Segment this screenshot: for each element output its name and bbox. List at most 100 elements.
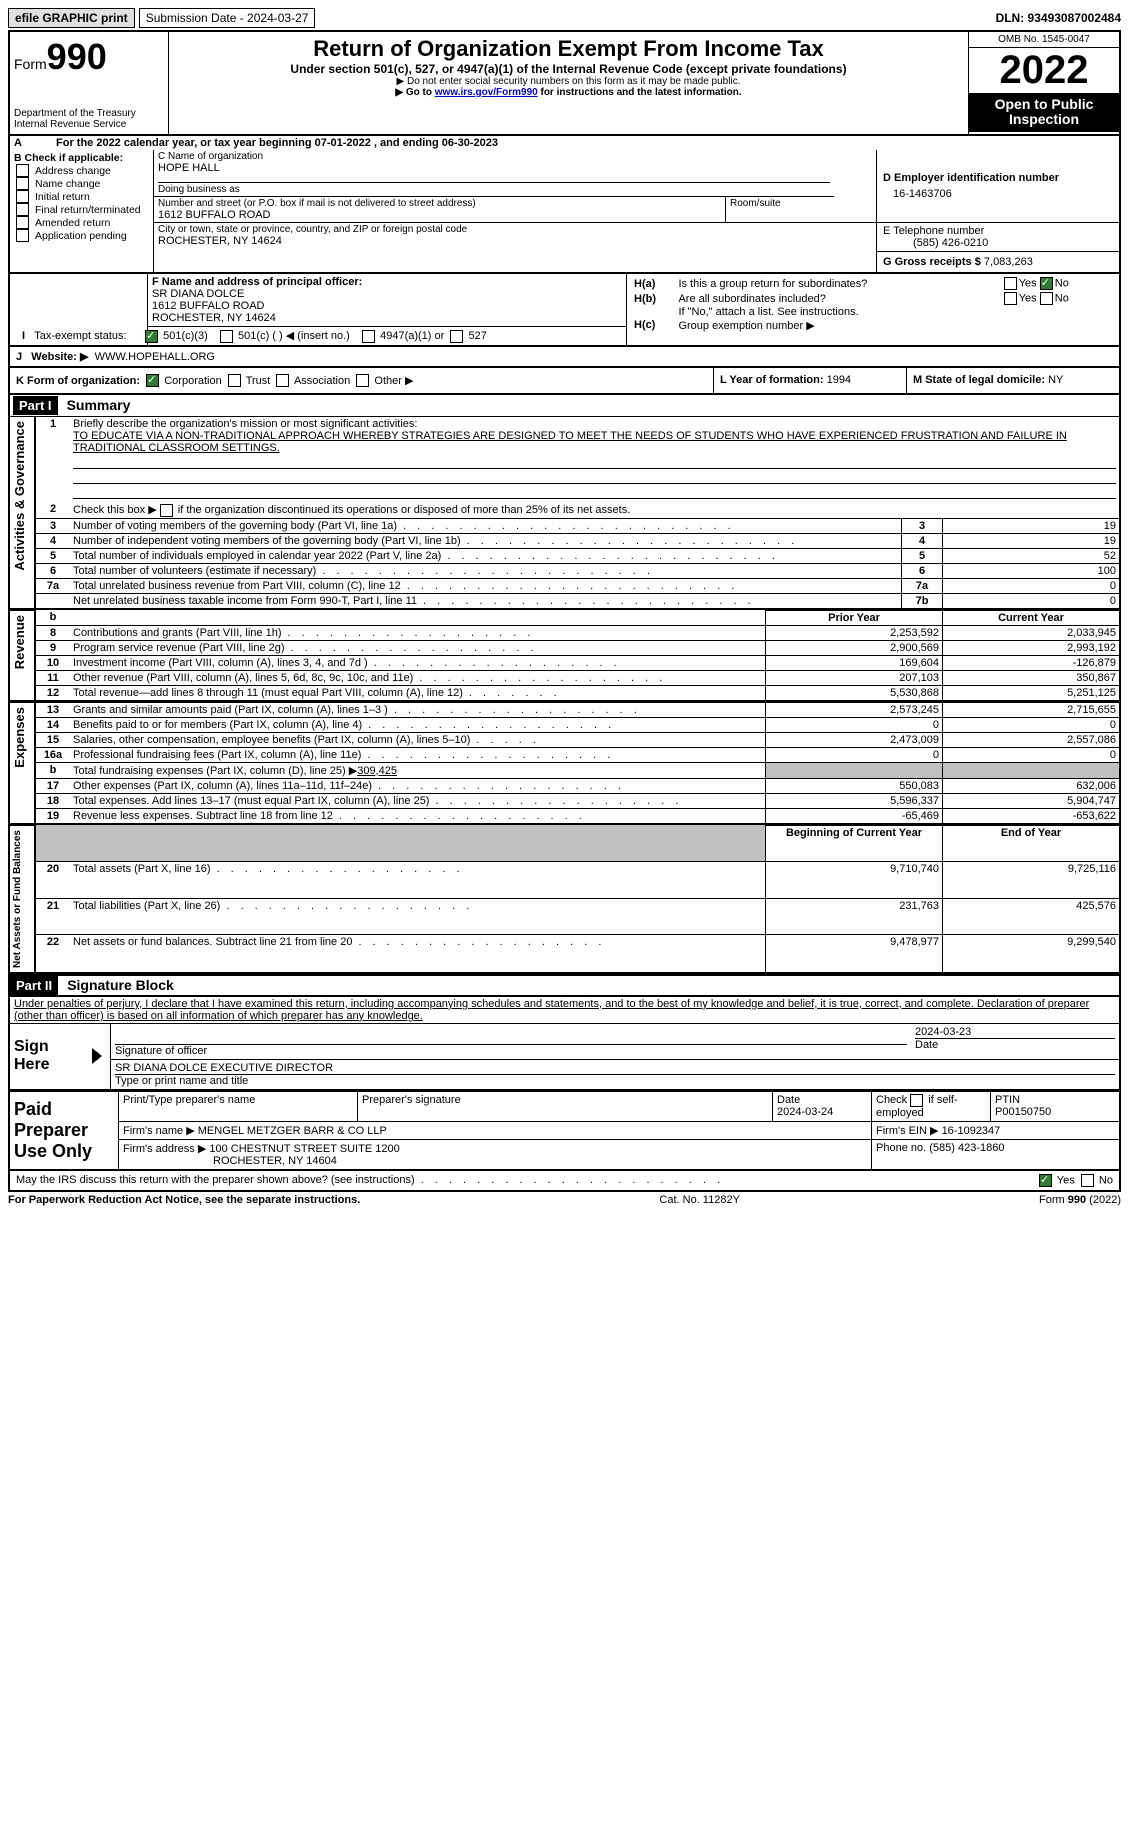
c-name-label: C Name of organization	[158, 151, 830, 162]
prep-date: 2024-03-24	[777, 1106, 833, 1118]
l1-label: Briefly describe the organization's miss…	[73, 418, 417, 430]
irs-link[interactable]: www.irs.gov/Form990	[435, 87, 538, 98]
chk-527[interactable]	[450, 330, 463, 343]
ein: 16-1463706	[883, 184, 1113, 200]
l7b-text: Net unrelated business taxable income fr…	[73, 595, 417, 607]
form-number: 990	[47, 36, 107, 77]
lbl-final-return: Final return/terminated	[33, 203, 143, 216]
chk-self-employed[interactable]	[910, 1094, 923, 1107]
mission-text: TO EDUCATE VIA A NON-TRADITIONAL APPROAC…	[73, 430, 1067, 454]
hb-note: If "No," attach a list. See instructions…	[672, 306, 1113, 318]
note-ssn: ▶ Do not enter social security numbers o…	[173, 76, 964, 87]
l5-text: Total number of individuals employed in …	[73, 550, 441, 562]
lbl-other: Other ▶	[374, 375, 413, 387]
chk-discuss-no[interactable]	[1081, 1174, 1094, 1187]
state-domicile: NY	[1048, 374, 1063, 386]
chk-hb-yes[interactable]	[1004, 292, 1017, 305]
side-expenses: Expenses	[10, 703, 29, 772]
side-activities: Activities & Governance	[10, 417, 29, 575]
l16b-val: 309,425	[357, 765, 397, 777]
officer-city: ROCHESTER, NY 14624	[152, 312, 622, 324]
b-checklist: Address change Name change Initial retur…	[14, 164, 143, 242]
firm-addr2: ROCHESTER, NY 14604	[123, 1155, 337, 1167]
form-header: Form990 Department of the Treasury Inter…	[8, 30, 1121, 136]
chk-amended[interactable]	[16, 216, 29, 229]
f-label: F Name and address of principal officer:	[152, 276, 622, 288]
efile-print-button[interactable]: efile GRAPHIC print	[8, 8, 135, 28]
penalty-statement: Under penalties of perjury, I declare th…	[8, 997, 1121, 1023]
dba-label: Doing business as	[158, 182, 830, 195]
chk-501c3[interactable]	[145, 330, 158, 343]
chk-app-pending[interactable]	[16, 229, 29, 242]
footer-right: Form 990 (2022)	[1039, 1194, 1121, 1206]
sig-officer-label: Signature of officer	[115, 1044, 907, 1057]
l18-text: Total expenses. Add lines 13–17 (must eq…	[73, 795, 429, 807]
l4-text: Number of independent voting members of …	[73, 535, 461, 547]
chk-hb-no[interactable]	[1040, 292, 1053, 305]
hdr-curr: Current Year	[943, 610, 1121, 625]
year-formation: 1994	[827, 374, 851, 386]
part1-table: Part I Summary Activities & Governance 1…	[8, 395, 1121, 610]
i-label-text: Tax-exempt status:	[34, 330, 126, 342]
chk-ha-no[interactable]	[1040, 277, 1053, 290]
h-block: H(a)Is this a group return for subordina…	[633, 276, 1113, 332]
l-label: L Year of formation:	[720, 374, 824, 386]
chk-address-change[interactable]	[16, 164, 29, 177]
l6-text: Total number of volunteers (estimate if …	[73, 565, 316, 577]
chk-assoc[interactable]	[276, 374, 289, 387]
gross-receipts: 7,083,263	[984, 256, 1033, 268]
g-label: G Gross receipts $	[883, 256, 981, 268]
l8-text: Contributions and grants (Part VIII, lin…	[73, 627, 282, 639]
officer-name: SR DIANA DOLCE	[152, 288, 622, 300]
line-a-prefix: A	[14, 137, 22, 149]
officer-street: 1612 BUFFALO ROAD	[152, 300, 622, 312]
footer-left: For Paperwork Reduction Act Notice, see …	[8, 1194, 360, 1206]
city-label: City or town, state or province, country…	[158, 224, 830, 235]
chk-4947[interactable]	[362, 330, 375, 343]
note-goto-post: for instructions and the latest informat…	[538, 87, 742, 98]
l15-text: Salaries, other compensation, employee b…	[73, 734, 470, 746]
open-to-public: Open to Public Inspection	[969, 93, 1119, 132]
chk-other[interactable]	[356, 374, 369, 387]
line-a-text: For the 2022 calendar year, or tax year …	[14, 137, 498, 149]
side-netassets: Net Assets or Fund Balances	[10, 826, 25, 972]
part1-num: Part I	[13, 396, 58, 415]
chk-final-return[interactable]	[16, 203, 29, 216]
l16a-text: Professional fundraising fees (Part IX, …	[73, 749, 361, 761]
footer-mid: Cat. No. 11282Y	[659, 1194, 740, 1206]
chk-501c[interactable]	[220, 330, 233, 343]
hdr-begin: Beginning of Current Year	[766, 825, 943, 862]
sig-date: 2024-03-23	[915, 1026, 1115, 1038]
form-label: Form	[14, 56, 47, 72]
chk-corp[interactable]	[146, 374, 159, 387]
fhij-block: F Name and address of principal officer:…	[8, 274, 1121, 347]
submission-date: Submission Date - 2024-03-27	[139, 8, 316, 28]
chk-discontinued[interactable]	[160, 504, 173, 517]
firm-phone: (585) 423-1860	[929, 1142, 1004, 1154]
chk-initial-return[interactable]	[16, 190, 29, 203]
l11-text: Other revenue (Part VIII, column (A), li…	[73, 672, 413, 684]
arrow-icon	[92, 1048, 102, 1064]
tax-year: 2022	[969, 48, 1119, 93]
l14-text: Benefits paid to or for members (Part IX…	[73, 719, 362, 731]
m-label: M State of legal domicile:	[913, 374, 1045, 386]
chk-ha-yes[interactable]	[1004, 277, 1017, 290]
b-label: B Check if applicable:	[14, 152, 149, 164]
chk-name-change[interactable]	[16, 177, 29, 190]
hb-text: Are all subordinates included?	[672, 291, 1002, 306]
expenses-table: Expenses 13Grants and similar amounts pa…	[8, 702, 1121, 825]
part2-title: Signature Block	[61, 977, 174, 993]
lbl-amended: Amended return	[33, 216, 143, 229]
chk-discuss-yes[interactable]	[1039, 1174, 1052, 1187]
omb: OMB No. 1545-0047	[969, 32, 1119, 48]
l12-text: Total revenue—add lines 8 through 11 (mu…	[73, 687, 463, 699]
lbl-app-pending: Application pending	[33, 229, 143, 242]
l13-text: Grants and similar amounts paid (Part IX…	[73, 704, 388, 716]
l9-text: Program service revenue (Part VIII, line…	[73, 642, 285, 654]
ha-text: Is this a group return for subordinates?	[672, 276, 1002, 291]
sign-here-label: Sign Here	[9, 1023, 88, 1090]
chk-trust[interactable]	[228, 374, 241, 387]
sign-here-block: Sign Here Signature of officer 2024-03-2…	[8, 1023, 1121, 1091]
note-goto: ▶ Go to www.irs.gov/Form990 for instruct…	[173, 87, 964, 98]
part2-num: Part II	[10, 976, 58, 995]
